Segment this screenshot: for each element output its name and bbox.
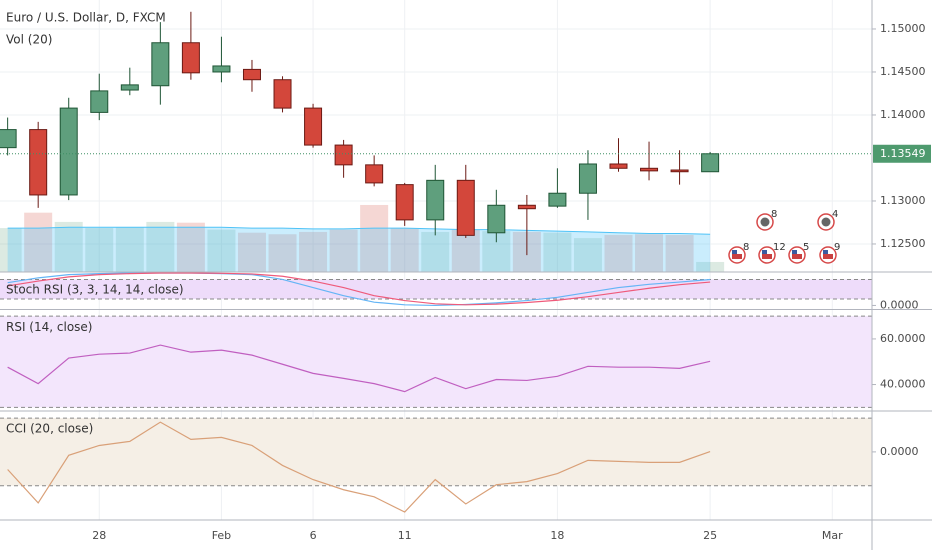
- events: 8 4 8 12 5 9: [728, 209, 840, 264]
- candle-body: [90, 90, 109, 113]
- x-tick-label: Mar: [822, 529, 843, 542]
- candle-body: [29, 129, 48, 196]
- volume-bar: [207, 229, 236, 272]
- candle-body: [517, 204, 536, 210]
- flag-stripes: [792, 254, 802, 259]
- volume-bar: [176, 222, 205, 272]
- y-tick-label: 1.13000: [880, 194, 926, 207]
- volume-bar: [696, 261, 725, 272]
- candle-body: [487, 204, 506, 234]
- volume-bar: [665, 235, 694, 272]
- indicator-line: [7, 344, 711, 393]
- candle-body: [640, 167, 659, 172]
- event-count: 12: [773, 242, 786, 253]
- candle-body: [181, 42, 200, 74]
- volume-bar: [421, 231, 450, 272]
- y-tick-label: 0.0000: [880, 445, 919, 458]
- plot: [0, 11, 872, 513]
- flag-canton: [732, 250, 737, 254]
- flag-canton: [762, 250, 767, 254]
- volume-ma-area: [7, 227, 711, 272]
- x-tick-label: Feb: [212, 529, 231, 542]
- candle-body: [395, 184, 414, 221]
- indicator-label: CCI (20, close): [6, 422, 93, 436]
- candle-body: [456, 179, 475, 236]
- indicator-band: [0, 418, 872, 486]
- indicator-line: [7, 272, 711, 307]
- candle-body: [151, 42, 170, 87]
- volume-bar: [604, 235, 633, 272]
- volume-bar: [54, 221, 83, 272]
- last-price-box: [873, 144, 931, 163]
- flag-stripes: [732, 254, 742, 259]
- y-tick-label: 0.0000: [880, 298, 919, 311]
- candle-body: [609, 163, 628, 169]
- candle-body: [365, 164, 384, 184]
- x-tick-label: 25: [703, 529, 717, 542]
- candle-body: [59, 107, 78, 196]
- candle-body: [242, 68, 261, 81]
- candle-body: [426, 179, 445, 221]
- volume-bar: [0, 228, 22, 272]
- event-count: 9: [834, 242, 840, 253]
- volume-bar: [85, 228, 114, 272]
- x-tick-label: 28: [92, 529, 106, 542]
- indicator-label: RSI (14, close): [6, 320, 92, 334]
- clock-face: [821, 217, 831, 227]
- volume-label: Vol (20): [6, 33, 52, 47]
- y-tick-label: 60.0000: [880, 332, 926, 345]
- clock-face: [760, 217, 770, 227]
- flag-stripes: [823, 254, 833, 259]
- candle-body: [548, 192, 567, 207]
- flag-canton: [792, 250, 797, 254]
- candle-body: [334, 144, 353, 166]
- chart-title: Euro / U.S. Dollar, D, FXCM: [6, 11, 166, 25]
- candle-body: [0, 129, 17, 149]
- y-tick-label: 1.12500: [880, 237, 926, 250]
- volume-bar: [24, 212, 53, 272]
- y-tick-label: 1.14500: [880, 65, 926, 78]
- x-tick-label: 18: [550, 529, 564, 542]
- candle-body: [578, 163, 597, 194]
- volume-bar: [115, 227, 144, 272]
- volume-bar: [329, 229, 358, 272]
- volume-bar: [573, 238, 602, 272]
- candle-body: [120, 84, 139, 91]
- indicator-label: Stoch RSI (3, 3, 14, 14, close): [6, 283, 184, 297]
- event-count: 8: [771, 209, 777, 220]
- candle-body: [273, 79, 292, 109]
- candle-body: [304, 107, 323, 146]
- event-count: 5: [803, 242, 809, 253]
- candle-body: [701, 153, 720, 173]
- volume-bar: [543, 232, 572, 272]
- event-count: 4: [832, 209, 838, 220]
- volume-ma-line: [7, 226, 711, 235]
- volume-bar: [299, 231, 328, 272]
- volume-bar: [390, 228, 419, 272]
- grid: [0, 0, 872, 520]
- candle-body: [670, 169, 689, 173]
- indicator-line: [7, 421, 711, 513]
- event-count: 8: [743, 242, 749, 253]
- flag-stripes: [762, 254, 772, 259]
- x-tick-label: 11: [398, 529, 412, 542]
- indicator-band: [0, 316, 872, 408]
- candle-body: [212, 65, 231, 73]
- last-price-label: 1.13549: [880, 147, 926, 160]
- x-tick-label: 6: [310, 529, 317, 542]
- volume-bar: [237, 232, 266, 272]
- y-tick-label: 1.14000: [880, 108, 926, 121]
- volume-bar: [146, 221, 175, 272]
- indicator-line: [7, 272, 711, 306]
- y-tick-label: 1.15000: [880, 22, 926, 35]
- volume-bar: [268, 234, 297, 272]
- volume-bar: [635, 234, 664, 272]
- flag-canton: [823, 250, 828, 254]
- y-tick-label: 40.0000: [880, 378, 926, 391]
- volume-bar: [360, 204, 389, 272]
